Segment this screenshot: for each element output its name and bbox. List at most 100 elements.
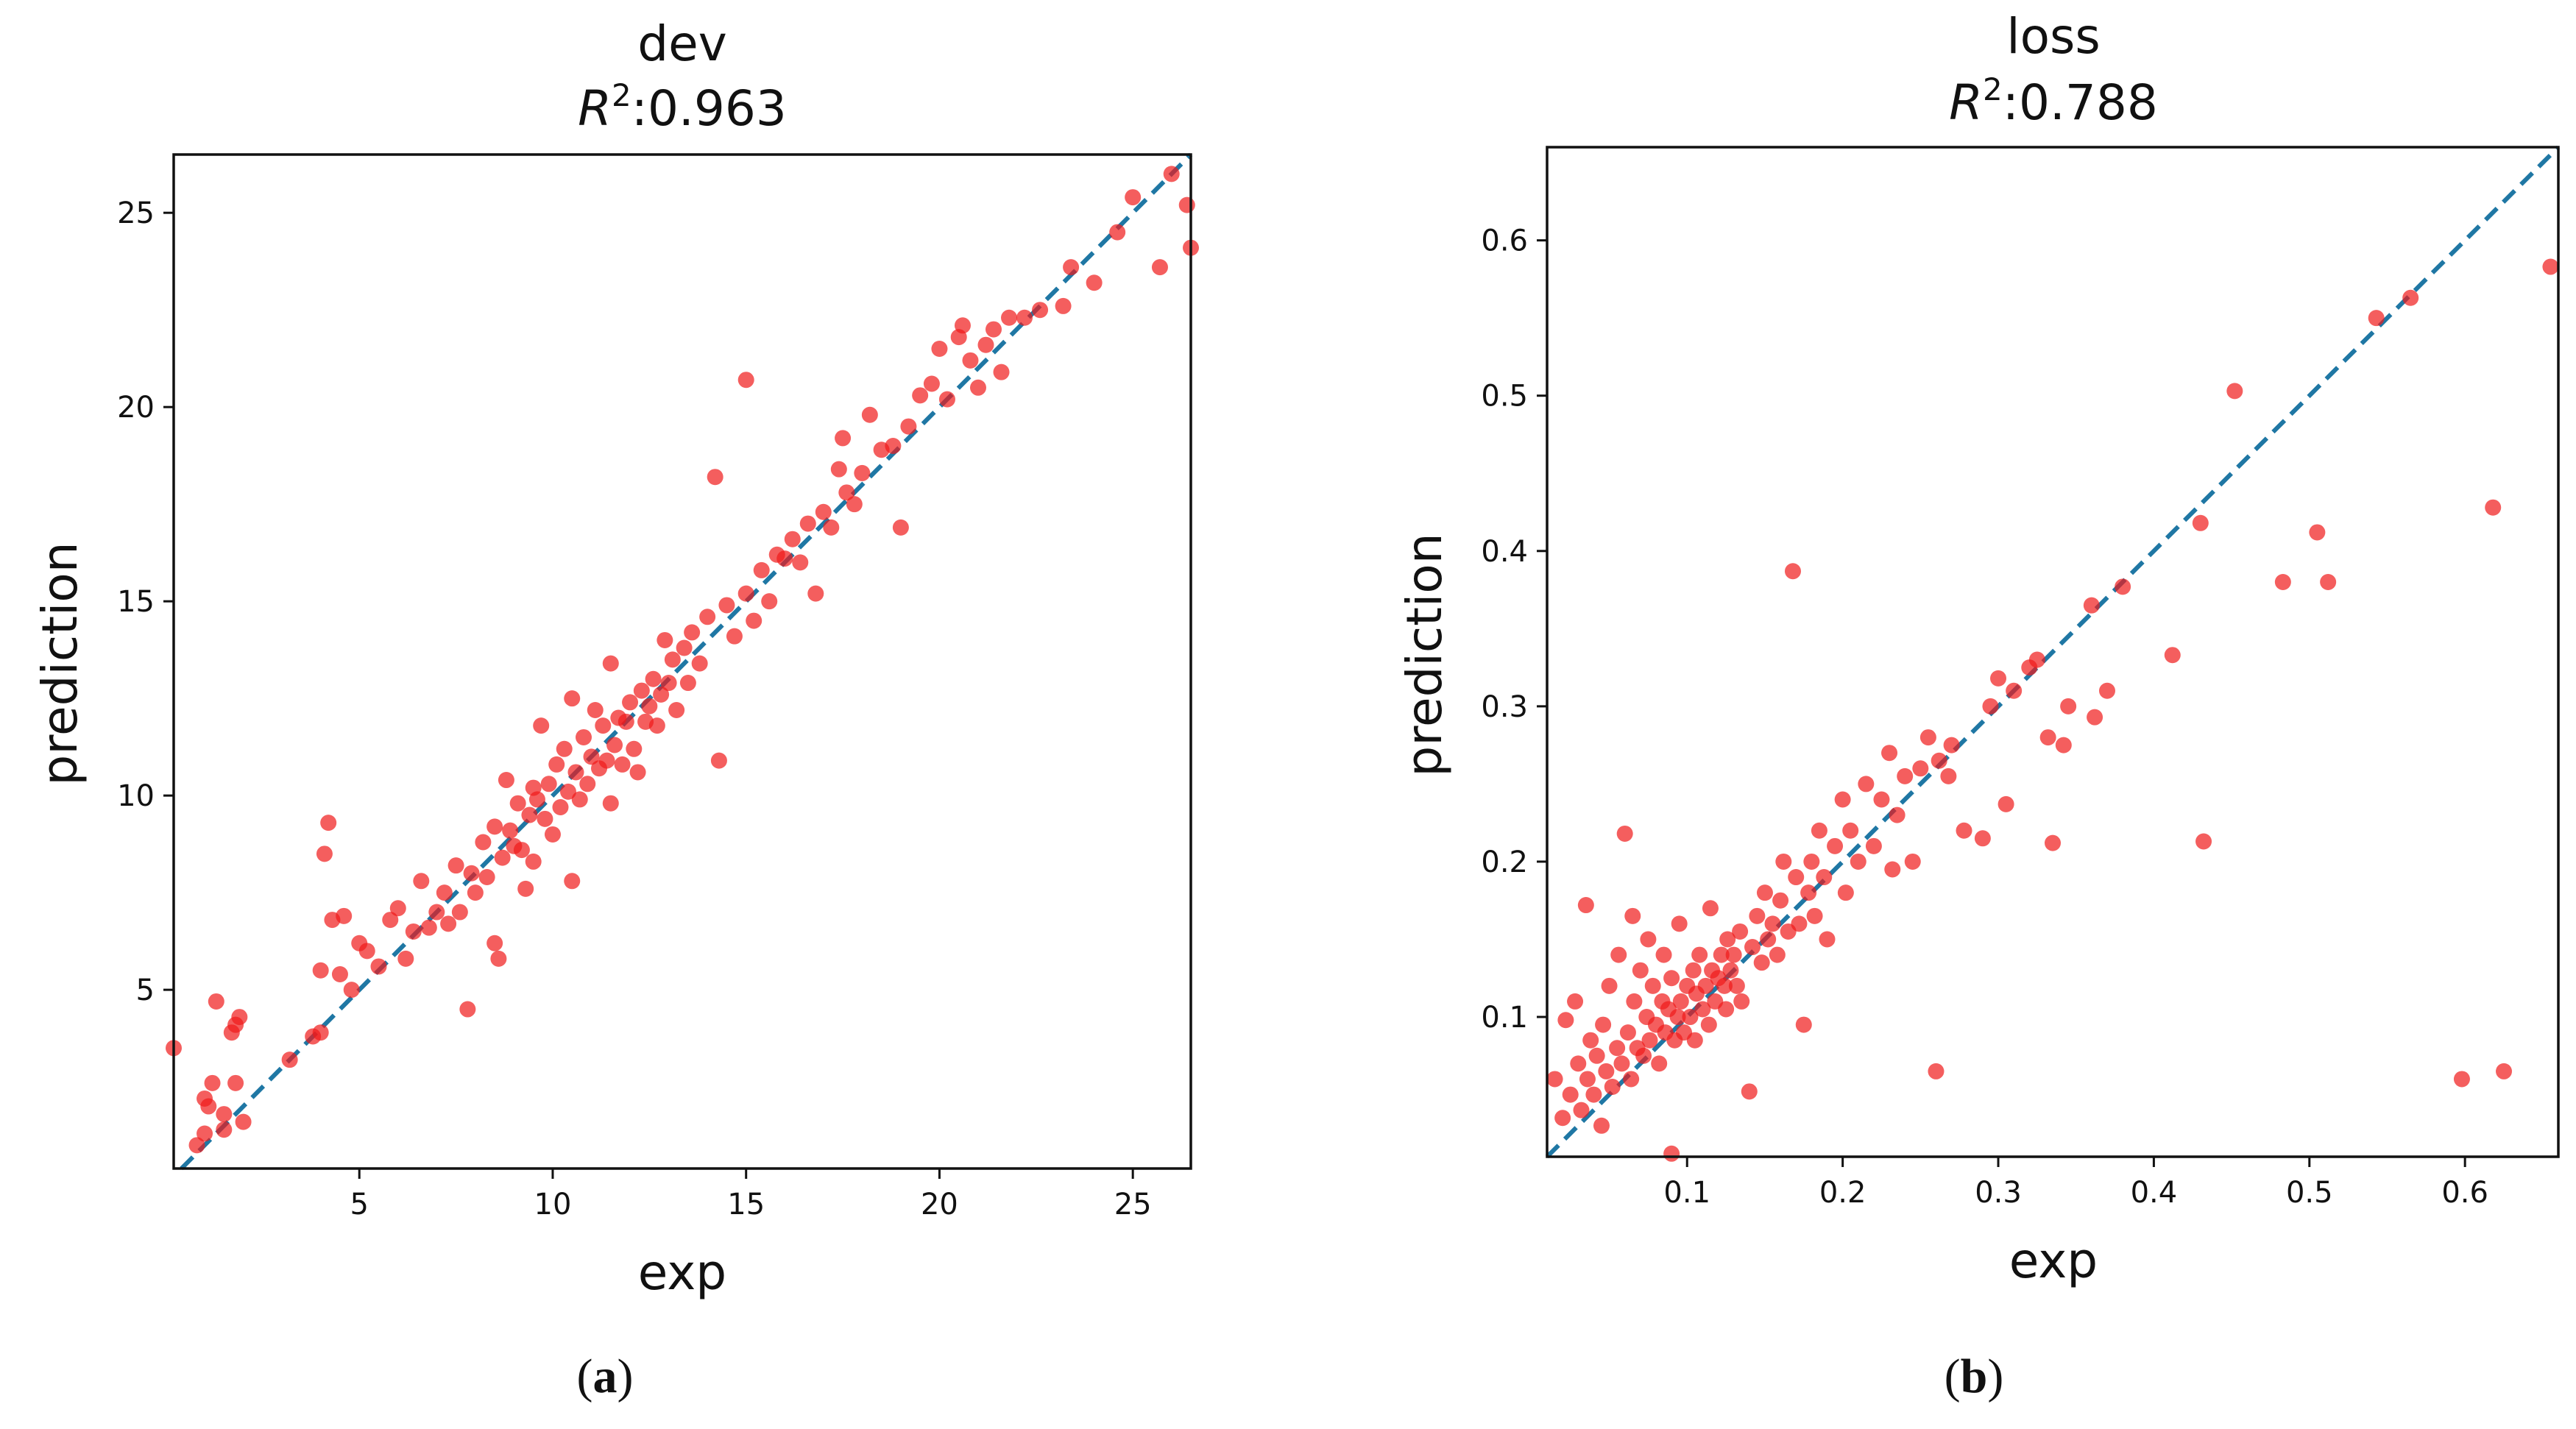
data-point [451, 904, 468, 921]
data-point [954, 317, 971, 334]
data-point [204, 1074, 221, 1091]
data-point [513, 842, 530, 859]
data-point [316, 845, 333, 862]
data-point [1577, 897, 1594, 914]
data-point [1125, 189, 1142, 206]
x-tick-label: 0.5 [2286, 1176, 2333, 1210]
data-point [556, 740, 573, 757]
data-point [1598, 1063, 1615, 1079]
data-point [1063, 259, 1080, 276]
data-point [1912, 760, 1929, 777]
x-axis-ticks: 5 10 15 20 25 [350, 1169, 1152, 1221]
scatter-points [166, 166, 1199, 1154]
data-point [2039, 729, 2056, 746]
data-point [1982, 698, 1999, 714]
data-point [1016, 309, 1033, 326]
data-point [528, 791, 545, 808]
data-point [517, 880, 534, 897]
data-point [835, 430, 852, 447]
data-point [1897, 767, 1914, 784]
data-point [969, 379, 986, 396]
data-point [1567, 993, 1584, 1010]
data-point [2087, 709, 2103, 726]
data-point [660, 675, 677, 692]
data-point [525, 853, 542, 870]
reference-line-y-equals-x [180, 152, 1193, 1171]
x-tick-label: 0.3 [1975, 1176, 2022, 1210]
y-tick-label: 25 [117, 196, 155, 230]
data-point [691, 655, 708, 672]
x-tick-label: 0.2 [1819, 1176, 1866, 1210]
data-point [382, 912, 399, 929]
data-point [1685, 962, 1702, 979]
data-point [618, 713, 634, 730]
data-point [1624, 907, 1641, 924]
data-point [707, 469, 723, 486]
y-tick-label: 10 [117, 779, 155, 813]
data-point [1623, 1071, 1640, 1088]
data-point [1834, 791, 1851, 808]
data-point [746, 612, 762, 629]
data-point [664, 651, 681, 668]
data-point [1686, 1032, 1703, 1049]
data-point [1697, 977, 1714, 994]
data-point [598, 752, 615, 769]
data-point [726, 628, 743, 645]
data-point [533, 717, 550, 734]
data-point [699, 609, 716, 625]
data-point [1672, 993, 1689, 1010]
data-point [1579, 1071, 1596, 1088]
data-point [1990, 670, 2007, 687]
data-point [1716, 977, 1733, 994]
caption-close-paren: ) [1987, 1350, 2003, 1403]
data-point [753, 561, 770, 578]
data-point [1725, 946, 1742, 963]
data-point [2006, 682, 2023, 699]
data-point [2028, 651, 2045, 668]
data-point [1595, 1016, 1612, 1033]
data-point [1827, 837, 1844, 854]
r-squared-label: R2:0.788 [1949, 71, 2158, 131]
caption-letter: b [1961, 1350, 1988, 1403]
r-squared-symbol: R [1949, 74, 1983, 131]
x-tick-label: 20 [921, 1188, 958, 1221]
data-point [1858, 776, 1875, 792]
data-point [1682, 1009, 1699, 1026]
data-point [629, 764, 646, 781]
x-tick-label: 0.4 [2131, 1176, 2178, 1210]
data-point [579, 776, 596, 792]
data-point [1609, 1040, 1626, 1057]
data-point [320, 815, 337, 831]
data-point [343, 982, 360, 999]
data-point [1610, 946, 1627, 963]
data-point [405, 923, 422, 940]
data-point [653, 686, 670, 703]
data-point [799, 515, 816, 532]
scatter-points [1546, 258, 2559, 1162]
data-point [475, 834, 492, 851]
plot-frame [172, 153, 1192, 1170]
caption-letter: a [593, 1350, 618, 1403]
r-squared-symbol: R [578, 80, 612, 137]
data-point [2496, 1063, 2513, 1079]
data-point [1641, 1032, 1658, 1049]
data-point [761, 593, 778, 610]
data-point [1613, 1055, 1630, 1072]
y-axis-label: prediction [32, 542, 88, 785]
caption-open-paren: ( [577, 1350, 593, 1403]
data-point [923, 375, 940, 392]
chart-title: loss [2006, 8, 2101, 65]
chart-title: dev [637, 15, 727, 72]
data-point [737, 372, 754, 389]
data-point [1178, 196, 1195, 213]
data-point [846, 496, 863, 513]
data-point [784, 531, 801, 547]
y-tick-label: 0.4 [1481, 535, 1528, 569]
data-point [1919, 729, 1936, 746]
data-point [1151, 259, 1168, 276]
data-point [1582, 1032, 1599, 1049]
data-point [854, 464, 871, 481]
data-point [1998, 795, 2014, 812]
data-point [776, 550, 793, 567]
